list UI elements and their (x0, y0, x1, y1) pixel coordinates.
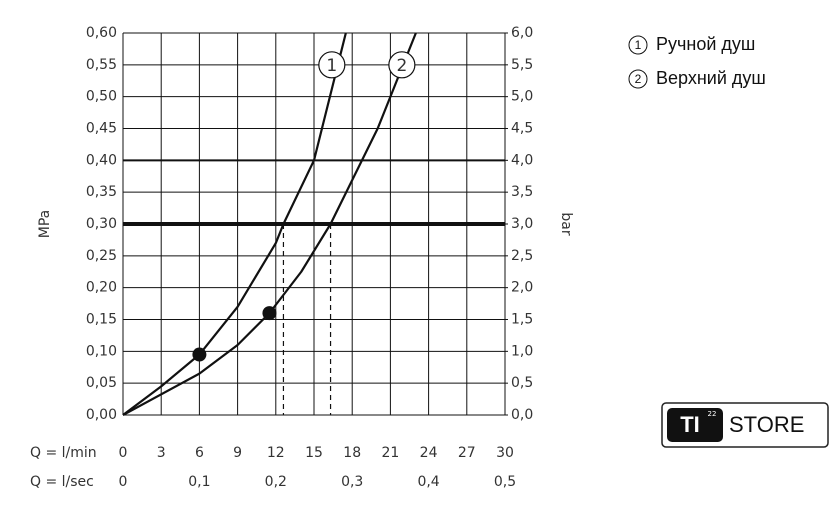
y-tick-label: 0,30 (86, 216, 117, 232)
legend-label: Ручной душ (656, 34, 755, 54)
y2-tick-label: 2,0 (511, 280, 533, 296)
y-tick-label: 0,50 (86, 89, 117, 105)
x2-tick-label: 0 (119, 474, 128, 490)
legend-number: 1 (635, 38, 642, 52)
y-tick-label: 0,35 (86, 184, 117, 200)
logo: TI 22 STORE (661, 402, 829, 448)
y2-tick-label: 0,5 (511, 375, 533, 391)
y2-tick-label: 0,0 (511, 407, 533, 423)
curve-label: 1 (326, 56, 337, 76)
y-tick-label: 0,60 (86, 25, 117, 41)
y-tick-label: 0,45 (86, 121, 117, 137)
series-line (122, 32, 417, 416)
y2-tick-label: 1,0 (511, 343, 533, 359)
x2-tick-label: 0,3 (341, 474, 363, 490)
y-tick-label: 0,20 (86, 280, 117, 296)
y-tick-label: 0,25 (86, 248, 117, 264)
y2-tick-label: 3,0 (511, 216, 533, 232)
legend: 1 Ручной душ 2 Верхний душ (628, 34, 766, 89)
x-tick-label: 12 (267, 445, 285, 461)
x-tick-label: 27 (458, 445, 476, 461)
point (192, 347, 207, 362)
y2-tick-label: 1,5 (511, 312, 533, 328)
y-tick-label: 0,05 (86, 375, 117, 391)
logo-text: STORE (729, 412, 804, 437)
series-line (122, 32, 347, 416)
x-tick-label: 6 (195, 445, 204, 461)
logo-mark: TI (680, 412, 700, 437)
x-tick-label: 9 (233, 445, 242, 461)
point (262, 306, 277, 321)
y2-axis-label: bar (558, 212, 574, 235)
legend-number: 2 (635, 72, 642, 86)
curve-label: 2 (396, 56, 407, 76)
legend-circle (628, 69, 648, 89)
y-tick-label: 0,40 (86, 152, 117, 168)
y2-tick-label: 5,0 (511, 89, 533, 105)
x-tick-label: 15 (305, 445, 323, 461)
y-tick-label: 0,10 (86, 343, 117, 359)
x2-tick-label: 0,4 (417, 474, 439, 490)
x2-tick-label: 0,2 (265, 474, 287, 490)
logo-superscript: 22 (708, 410, 717, 418)
y2-tick-label: 4,5 (511, 121, 533, 137)
x-tick-label: 18 (343, 445, 361, 461)
x2-axis-label: Q = l/sec (30, 474, 94, 490)
y2-tick-label: 2,5 (511, 248, 533, 264)
legend-circle (628, 35, 648, 55)
x-tick-label: 0 (119, 445, 128, 461)
x-tick-label: 21 (381, 445, 399, 461)
x-tick-label: 30 (496, 445, 514, 461)
y2-tick-label: 5,5 (511, 57, 533, 73)
y2-tick-label: 3,5 (511, 184, 533, 200)
x-axis-label: Q = l/min (30, 445, 97, 461)
x-tick-label: 24 (420, 445, 438, 461)
y2-tick-label: 6,0 (511, 25, 533, 41)
y-tick-label: 0,55 (86, 57, 117, 73)
curve-label-circle (318, 51, 346, 79)
legend-label: Верхний душ (656, 68, 766, 88)
y2-tick-label: 4,0 (511, 152, 533, 168)
x2-tick-label: 0,5 (494, 474, 516, 490)
x2-tick-label: 0,1 (188, 474, 210, 490)
y-tick-label: 0,15 (86, 312, 117, 328)
logo-badge (667, 408, 723, 442)
curve-label-circle (388, 51, 416, 79)
x-tick-label: 3 (157, 445, 166, 461)
y-tick-label: 0,00 (86, 407, 117, 423)
y-axis-label: MPa (37, 210, 53, 238)
